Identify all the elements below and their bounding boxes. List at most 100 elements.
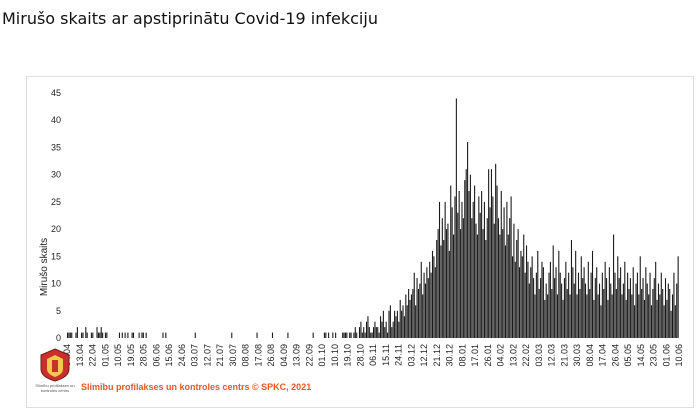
bar — [447, 223, 449, 338]
bar — [482, 229, 484, 338]
bar — [492, 196, 494, 338]
bar — [471, 218, 473, 338]
bar — [528, 283, 530, 338]
bar — [90, 332, 92, 338]
bar — [524, 272, 526, 338]
bar — [521, 256, 523, 338]
x-tick-label: 23.05 — [649, 344, 659, 367]
bar — [671, 294, 674, 338]
bar — [71, 332, 73, 338]
bar — [162, 332, 164, 338]
bar — [614, 272, 616, 338]
footer-credit: Slimību profilakses un kontroles centrs … — [81, 382, 312, 392]
bar — [165, 332, 167, 338]
bar — [382, 310, 384, 338]
y-tick-label: 25 — [51, 197, 61, 207]
bar — [465, 169, 467, 338]
bar — [676, 283, 678, 338]
bar — [461, 201, 463, 338]
bar — [558, 250, 560, 338]
x-tick-label: 12.07 — [202, 344, 212, 367]
bar — [646, 283, 648, 338]
bar — [363, 327, 365, 338]
bar — [417, 289, 420, 338]
bar — [102, 332, 104, 338]
x-tick-label: 26.01 — [483, 344, 493, 367]
bar — [85, 327, 87, 338]
bar — [652, 289, 654, 338]
bar — [413, 272, 415, 338]
y-tick-label: 30 — [51, 170, 61, 180]
bar — [483, 201, 485, 338]
bar — [476, 234, 478, 338]
bar — [354, 327, 356, 338]
bar — [624, 261, 626, 338]
bar — [587, 261, 589, 338]
bar — [620, 267, 622, 338]
bar — [287, 332, 289, 338]
bar — [427, 278, 429, 338]
bar — [323, 332, 325, 338]
bar — [493, 223, 495, 338]
bar — [520, 250, 522, 338]
bar — [381, 321, 383, 338]
bar — [371, 332, 373, 338]
bar — [636, 272, 638, 338]
bar — [445, 229, 448, 338]
bar — [659, 294, 661, 338]
bar — [563, 278, 565, 338]
bar — [395, 316, 397, 338]
bar — [370, 332, 372, 338]
bar — [604, 261, 606, 338]
x-tick-label: 21.12 — [432, 344, 442, 367]
bar — [378, 332, 380, 338]
x-tick-label: 21.03 — [559, 344, 569, 367]
bar — [538, 289, 540, 338]
bar — [138, 332, 140, 338]
bar — [547, 294, 549, 338]
x-tick-label: 08.04 — [585, 344, 595, 367]
bar — [656, 299, 658, 338]
bar — [433, 256, 435, 338]
bar — [575, 250, 577, 338]
bar — [67, 332, 69, 338]
bar — [392, 321, 394, 338]
x-tick-label: 30.03 — [572, 344, 582, 367]
x-tick-label: 10.10 — [330, 344, 340, 367]
bar — [419, 283, 421, 338]
x-tick-label: 22.04 — [88, 344, 98, 367]
bar — [618, 278, 620, 338]
bar — [589, 289, 591, 338]
bar — [664, 278, 667, 338]
bar — [416, 278, 418, 338]
x-tick-label: 19.05 — [126, 344, 136, 367]
y-tick-label: 45 — [51, 88, 61, 98]
bar — [506, 201, 508, 338]
bar — [509, 218, 511, 338]
x-tick-label: 13.02 — [508, 344, 518, 367]
x-tick-label: 21.07 — [215, 344, 225, 367]
bar — [561, 283, 563, 338]
y-axis: 0 5 10 15 20 25 30 35 40 45 — [51, 88, 61, 343]
bar — [586, 294, 588, 338]
bar — [565, 261, 567, 338]
x-tick-label: 13.04 — [75, 344, 85, 367]
bar — [409, 299, 411, 338]
bar — [635, 283, 637, 338]
y-tick-label: 40 — [51, 115, 61, 125]
y-tick-label: 5 — [56, 306, 61, 316]
x-tick-label: 10.05 — [113, 344, 123, 367]
bar — [499, 234, 501, 338]
x-tick-label: 22.09 — [304, 344, 314, 367]
bar — [312, 332, 314, 338]
bar — [504, 245, 507, 338]
bar — [596, 267, 598, 338]
bar — [328, 332, 330, 338]
bar — [666, 299, 668, 338]
bar — [594, 278, 596, 338]
bar — [364, 332, 366, 338]
bar — [496, 185, 498, 338]
bar — [549, 261, 551, 338]
bar — [607, 299, 609, 338]
bar — [631, 294, 633, 338]
